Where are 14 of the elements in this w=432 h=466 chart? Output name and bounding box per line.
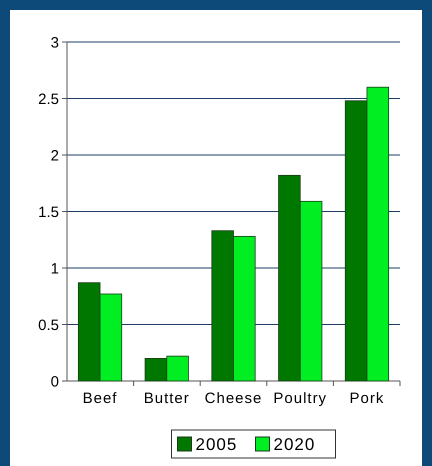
- x-tick-label: Butter: [144, 390, 190, 407]
- legend-label: 2005: [196, 434, 238, 454]
- y-tick-label: 0: [50, 373, 59, 390]
- x-tick-label: Beef: [82, 390, 118, 407]
- y-tick-label: 2.5: [38, 90, 59, 108]
- y-tick-label: 3: [50, 34, 59, 52]
- y-tick-label: 2: [50, 147, 59, 164]
- y-tick-label: 1.5: [38, 204, 59, 221]
- x-tick-label: Cheese: [204, 390, 262, 407]
- x-tick-label: Poultry: [273, 390, 328, 407]
- y-tick-label: 1: [50, 260, 59, 278]
- x-tick-label: Pork: [350, 390, 384, 407]
- legend-label: 2020: [274, 434, 316, 454]
- y-tick-label: 0.5: [38, 316, 59, 334]
